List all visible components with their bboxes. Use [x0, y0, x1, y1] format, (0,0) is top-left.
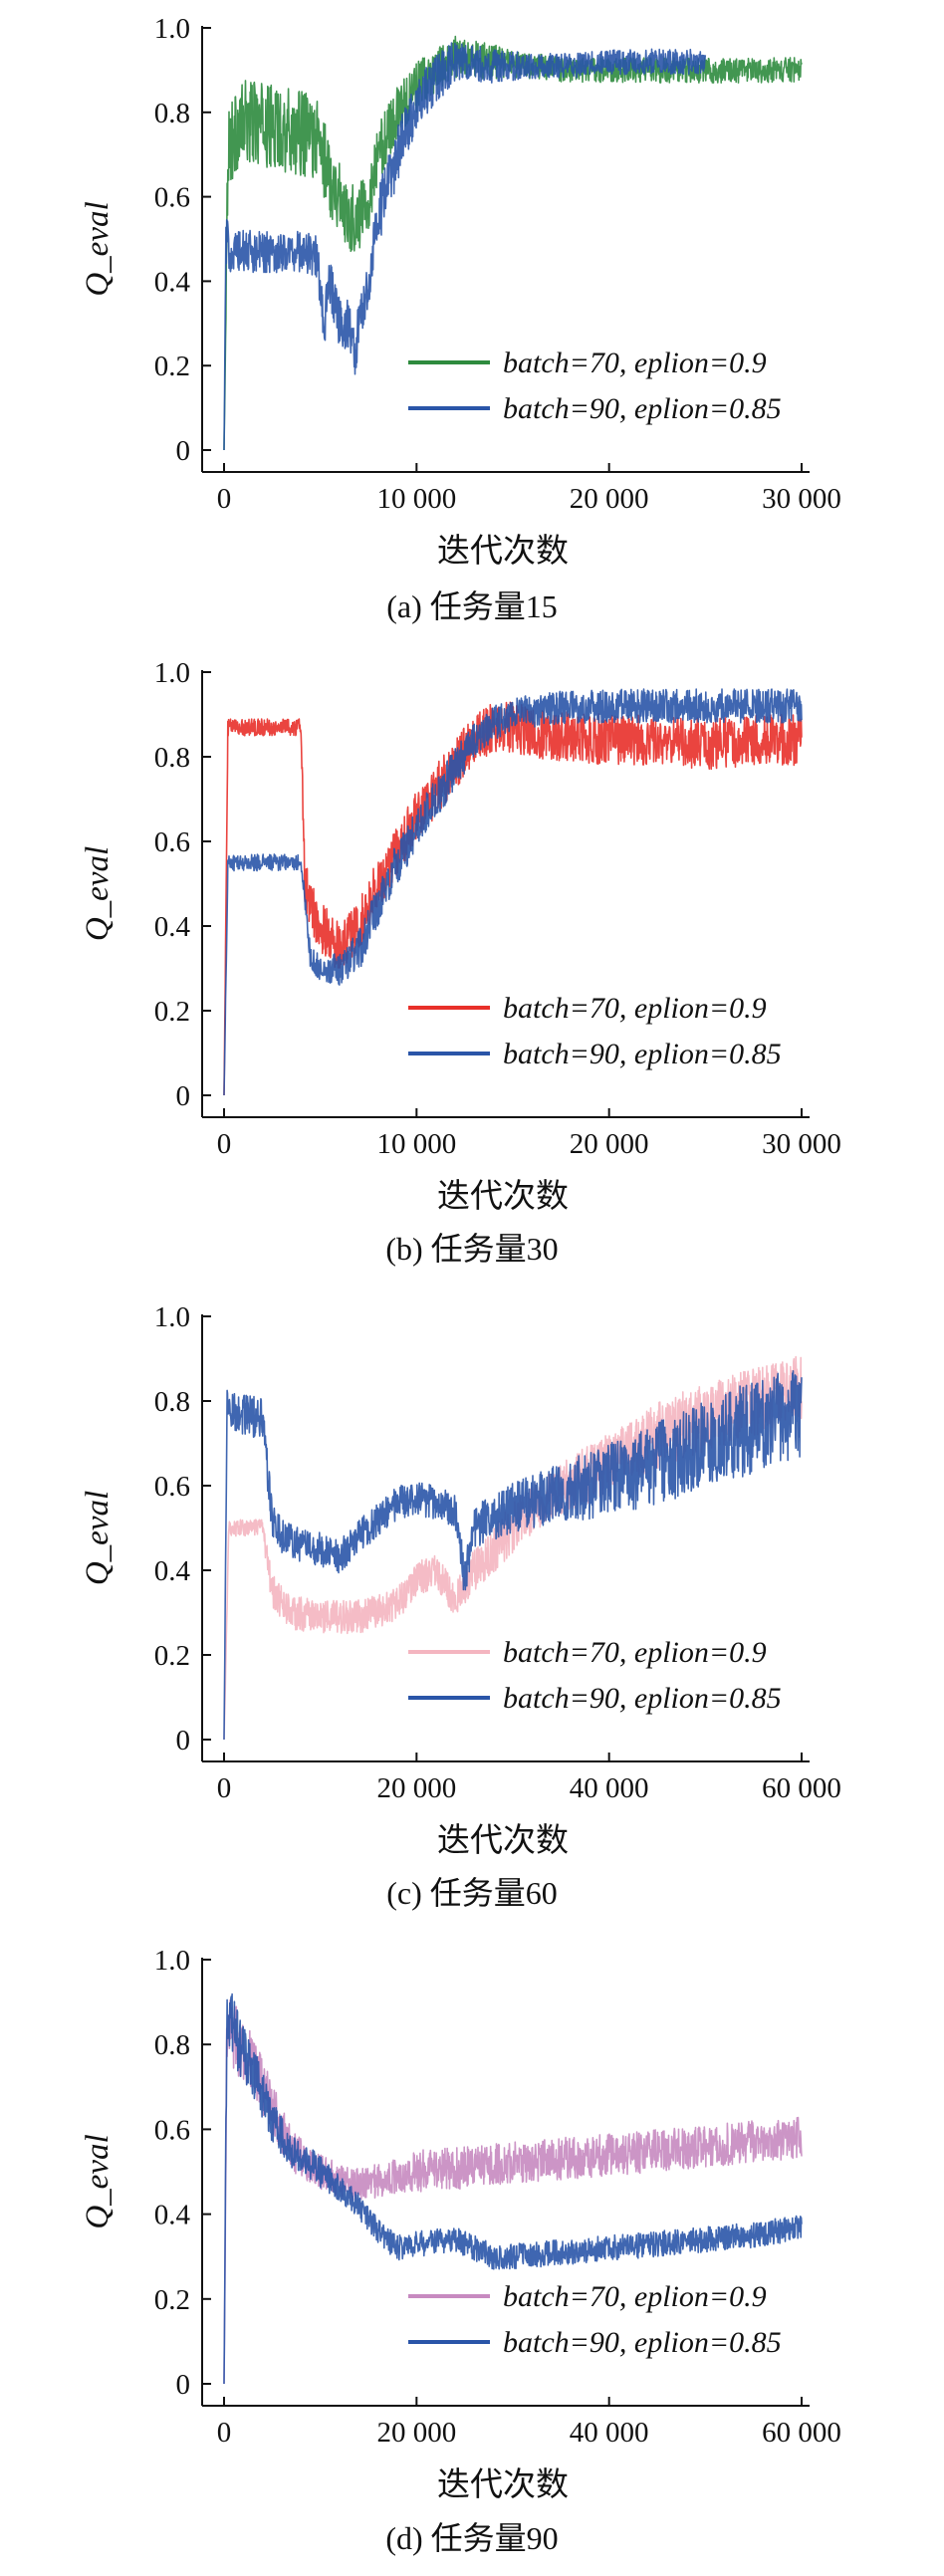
- legend-label-0: batch=70, eplion=0.9: [503, 992, 767, 1025]
- y-tick-label: 0.4: [154, 911, 191, 943]
- panel-caption: (d) 任务量90: [385, 2520, 558, 2556]
- y-tick-label: 0: [176, 1725, 191, 1756]
- series-line-1: [223, 1992, 803, 2385]
- y-tick-label: 0.8: [154, 2029, 190, 2061]
- x-axis-label: 迭代次数: [437, 2466, 569, 2503]
- chart-panel-0: 0 0.2 0.4 0.6 0.8 1.0 0 10 000 20 000 30 000 迭代次数 Q…: [80, 13, 841, 624]
- chart-panel-1: 0 0.2 0.4 0.6 0.8 1.0 0 10 000 20 000 30 000 迭代次数 Q…: [80, 657, 841, 1267]
- x-tick-label: 20 000: [570, 483, 649, 515]
- x-tick-label: 30 000: [762, 1128, 841, 1160]
- panel-caption: (b) 任务量30: [385, 1231, 558, 1267]
- y-tick-label: 1.0: [154, 657, 190, 689]
- y-tick-label: 0.6: [154, 826, 190, 858]
- series-line-1: [223, 42, 707, 451]
- y-tick-label: 0.6: [154, 2114, 190, 2146]
- x-tick-label: 10 000: [376, 1128, 456, 1160]
- panel-caption: (c) 任务量60: [386, 1875, 558, 1911]
- y-axis-label: Q_eval: [80, 1491, 116, 1585]
- legend-label-0: batch=70, eplion=0.9: [503, 347, 767, 379]
- legend-label-0: batch=70, eplion=0.9: [503, 1636, 767, 1669]
- y-tick-label: 0: [176, 435, 191, 467]
- legend-label-1: batch=90, eplion=0.85: [503, 1038, 782, 1070]
- y-tick-label: 1.0: [154, 1301, 190, 1333]
- y-tick-label: 0.2: [154, 1640, 190, 1672]
- y-tick-label: 0.4: [154, 2200, 191, 2231]
- chart-panel-2: 0 0.2 0.4 0.6 0.8 1.0 0 20 000 40 000 60 000 迭代次数 Q…: [80, 1301, 841, 1911]
- x-tick-label: 20 000: [376, 1772, 456, 1804]
- y-tick-label: 0: [176, 2369, 191, 2401]
- x-tick-label: 0: [217, 483, 232, 515]
- x-tick-label: 60 000: [762, 2417, 841, 2449]
- chart-panel-3: 0 0.2 0.4 0.6 0.8 1.0 0 20 000 40 000 60 000 迭代次数 Q…: [80, 1945, 841, 2556]
- series-line-1: [223, 688, 803, 1096]
- y-tick-label: 1.0: [154, 1945, 190, 1977]
- y-axis-label: Q_eval: [80, 2134, 116, 2228]
- series-line-0: [223, 701, 803, 1096]
- x-tick-label: 20 000: [570, 1128, 649, 1160]
- y-tick-label: 1.0: [154, 13, 190, 45]
- y-tick-label: 0: [176, 1080, 191, 1112]
- legend-label-1: batch=90, eplion=0.85: [503, 392, 782, 425]
- x-tick-label: 20 000: [376, 2417, 456, 2449]
- y-tick-label: 0.2: [154, 351, 190, 382]
- y-tick-label: 0.2: [154, 996, 190, 1028]
- y-tick-label: 0.8: [154, 98, 190, 129]
- panel-caption: (a) 任务量15: [386, 588, 558, 624]
- y-tick-label: 0.6: [154, 1471, 190, 1503]
- legend-label-1: batch=90, eplion=0.85: [503, 2326, 782, 2359]
- x-tick-label: 30 000: [762, 483, 841, 515]
- y-tick-label: 0.4: [154, 266, 191, 298]
- x-axis-label: 迭代次数: [437, 1178, 569, 1215]
- x-axis-label: 迭代次数: [437, 533, 569, 570]
- x-tick-label: 0: [217, 2417, 232, 2449]
- legend-label-1: batch=90, eplion=0.85: [503, 1682, 782, 1715]
- y-tick-label: 0.2: [154, 2284, 190, 2316]
- y-tick-label: 0.6: [154, 182, 190, 214]
- series-line-1: [223, 1370, 803, 1741]
- y-tick-label: 0.4: [154, 1555, 191, 1587]
- x-tick-label: 60 000: [762, 1772, 841, 1804]
- x-tick-label: 10 000: [376, 483, 456, 515]
- x-axis-label: 迭代次数: [437, 1822, 569, 1859]
- y-axis-label: Q_eval: [80, 846, 116, 941]
- legend-label-0: batch=70, eplion=0.9: [503, 2280, 767, 2313]
- x-tick-label: 0: [217, 1128, 232, 1160]
- y-tick-label: 0.8: [154, 1386, 190, 1418]
- x-tick-label: 40 000: [570, 1772, 649, 1804]
- x-tick-label: 0: [217, 1772, 232, 1804]
- y-tick-label: 0.8: [154, 742, 190, 774]
- x-tick-label: 40 000: [570, 2417, 649, 2449]
- y-axis-label: Q_eval: [80, 201, 116, 296]
